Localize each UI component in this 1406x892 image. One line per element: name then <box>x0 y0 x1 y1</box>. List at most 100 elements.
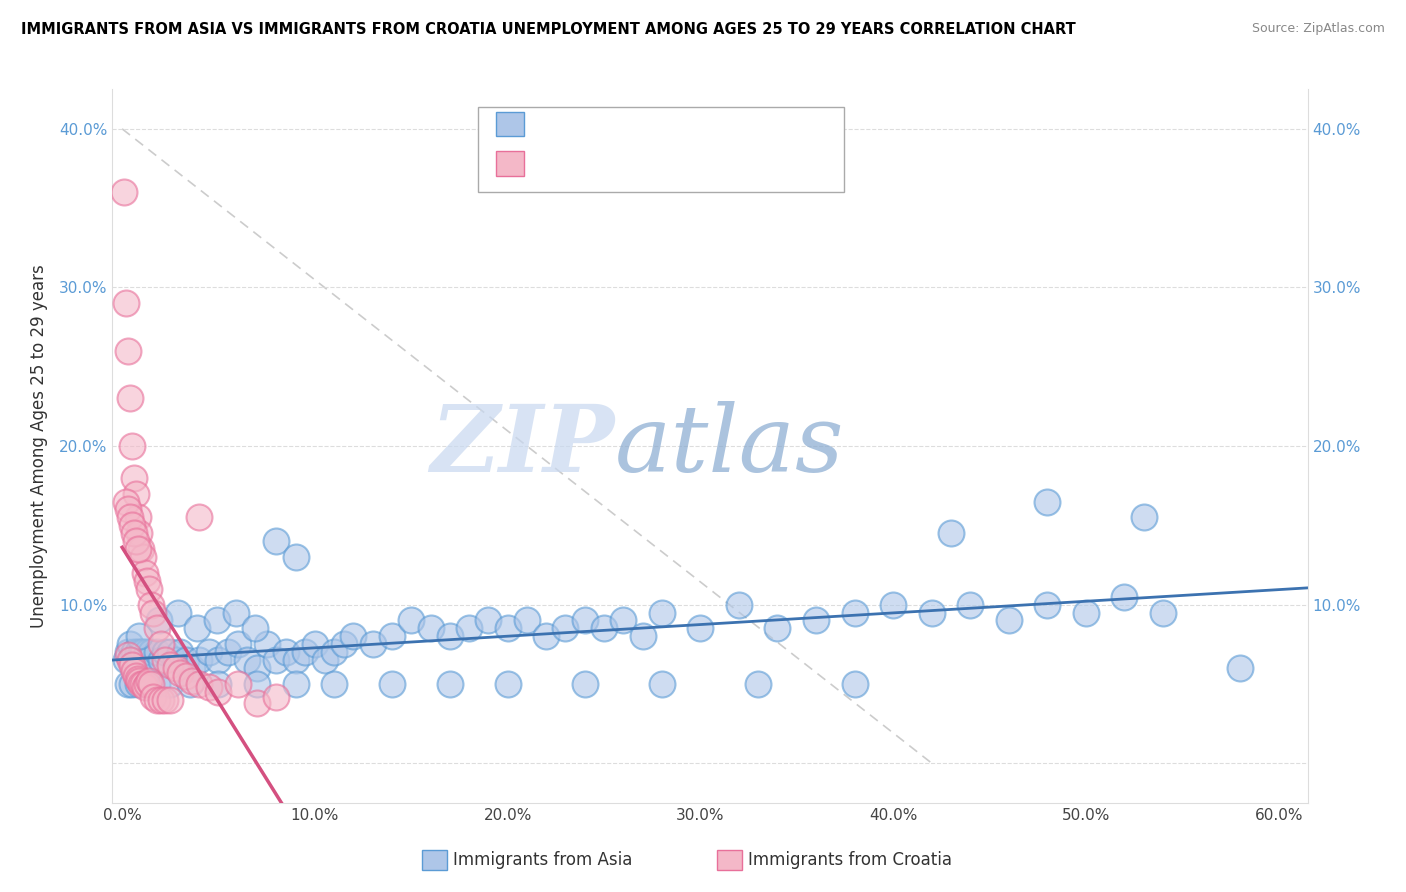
Point <box>256 637 278 651</box>
Point <box>174 653 197 667</box>
Point <box>959 598 981 612</box>
Point <box>323 677 346 691</box>
Point <box>226 677 249 691</box>
Point <box>118 510 141 524</box>
Point <box>1132 510 1154 524</box>
Point <box>574 614 596 628</box>
Point <box>284 677 307 691</box>
Point <box>132 645 155 659</box>
Point <box>139 598 162 612</box>
Text: R =   0.197   N =  56: R = 0.197 N = 56 <box>536 154 724 172</box>
Point <box>342 629 364 643</box>
Point <box>159 657 181 672</box>
Text: atlas: atlas <box>614 401 844 491</box>
Point <box>266 690 288 704</box>
Point <box>117 648 139 663</box>
Point <box>266 653 288 667</box>
Point <box>169 665 191 680</box>
Point <box>1114 590 1136 604</box>
Point <box>142 606 165 620</box>
Point <box>998 614 1021 628</box>
Text: Immigrants from Asia: Immigrants from Asia <box>453 851 633 869</box>
Point <box>124 486 146 500</box>
Point <box>121 439 143 453</box>
Point <box>1074 606 1097 620</box>
Point <box>284 653 307 667</box>
Point <box>117 677 139 691</box>
Point <box>149 637 172 651</box>
Point <box>121 653 143 667</box>
Point <box>131 645 153 659</box>
Point <box>198 645 221 659</box>
Point <box>128 526 150 541</box>
Point <box>593 621 616 635</box>
Point <box>131 542 153 557</box>
Text: Immigrants from Croatia: Immigrants from Croatia <box>748 851 952 869</box>
Point <box>226 637 249 651</box>
Point <box>118 392 141 406</box>
Point <box>138 653 160 667</box>
Point <box>844 677 866 691</box>
Point <box>747 677 769 691</box>
Point <box>149 653 172 667</box>
Point <box>496 621 519 635</box>
Point <box>134 653 156 667</box>
Point <box>136 645 159 659</box>
Point <box>121 657 143 672</box>
Point <box>207 677 229 691</box>
Point <box>118 637 141 651</box>
Point <box>165 653 187 667</box>
Point <box>146 645 169 659</box>
Point <box>134 566 156 580</box>
Point <box>115 296 138 310</box>
Point <box>169 645 191 659</box>
Point <box>138 673 160 688</box>
Point <box>243 621 266 635</box>
Point <box>1229 661 1251 675</box>
Point <box>198 680 221 694</box>
Point <box>124 534 146 549</box>
Point <box>804 614 827 628</box>
Point <box>477 614 499 628</box>
Point <box>246 661 269 675</box>
Point <box>534 629 557 643</box>
Point <box>134 680 156 694</box>
Point <box>207 685 229 699</box>
Point <box>121 677 143 691</box>
Point <box>419 621 441 635</box>
Y-axis label: Unemployment Among Ages 25 to 29 years: Unemployment Among Ages 25 to 29 years <box>30 264 48 628</box>
Point <box>115 653 138 667</box>
Point <box>131 677 153 691</box>
Point <box>921 606 943 620</box>
Point <box>439 629 461 643</box>
Point <box>439 677 461 691</box>
Point <box>146 692 169 706</box>
Point <box>165 661 187 675</box>
Point <box>118 653 141 667</box>
Point <box>188 677 211 691</box>
Point <box>153 645 176 659</box>
Point <box>612 614 634 628</box>
Point <box>159 677 181 691</box>
Text: IMMIGRANTS FROM ASIA VS IMMIGRANTS FROM CROATIA UNEMPLOYMENT AMONG AGES 25 TO 29: IMMIGRANTS FROM ASIA VS IMMIGRANTS FROM … <box>21 22 1076 37</box>
Text: ZIP: ZIP <box>430 401 614 491</box>
Point <box>266 534 288 549</box>
Point <box>284 549 307 564</box>
Point <box>127 645 149 659</box>
Point <box>294 645 316 659</box>
Point <box>128 673 150 688</box>
Point <box>225 606 247 620</box>
Point <box>554 621 576 635</box>
Point <box>217 645 239 659</box>
Point <box>186 621 208 635</box>
Point <box>124 653 146 667</box>
Point <box>246 677 269 691</box>
Point <box>142 690 165 704</box>
Point <box>132 677 155 691</box>
Point <box>205 614 228 628</box>
Point <box>128 629 150 643</box>
Point <box>117 502 139 516</box>
Point <box>112 186 135 200</box>
Point <box>127 677 149 691</box>
Text: Source: ZipAtlas.com: Source: ZipAtlas.com <box>1251 22 1385 36</box>
